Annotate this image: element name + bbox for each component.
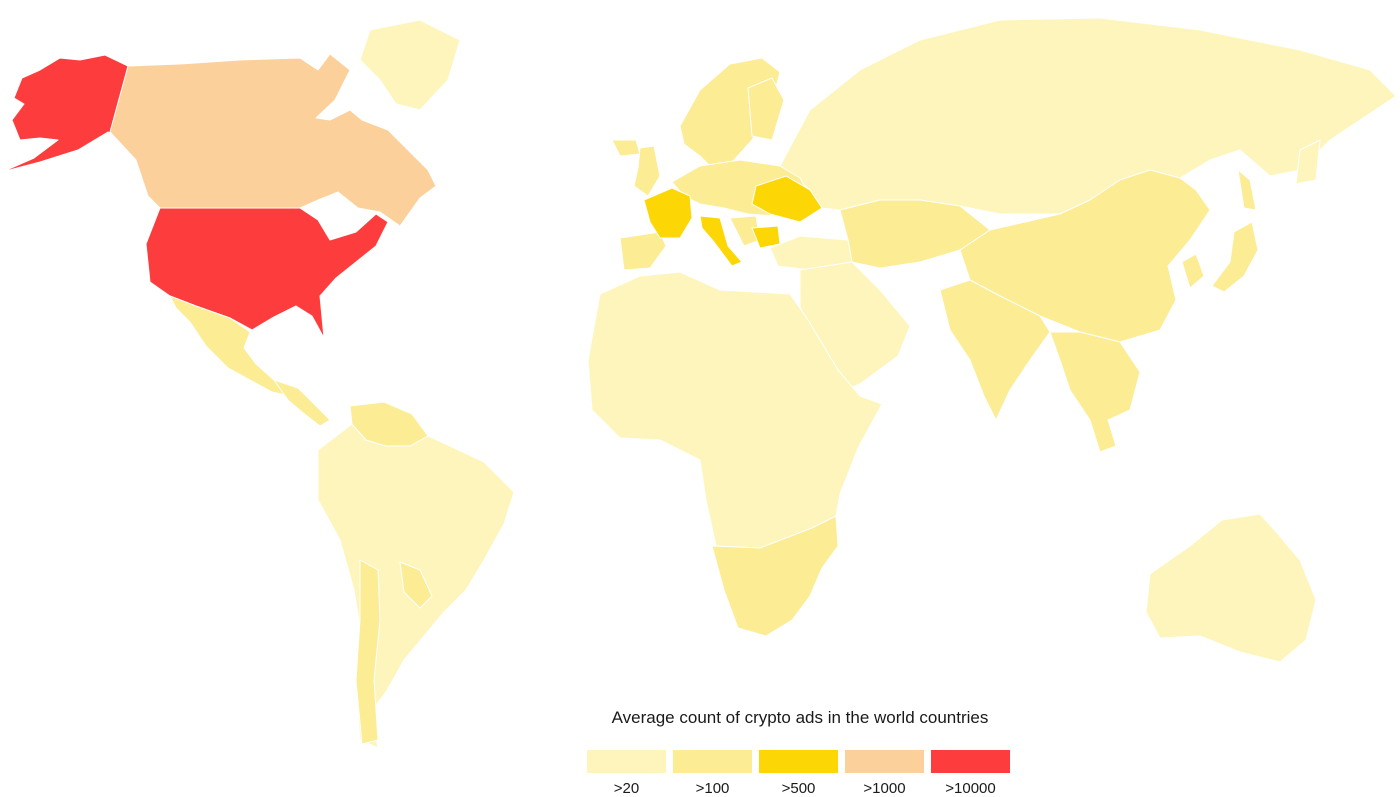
region-india — [939, 279, 1051, 421]
legend-item: >1000 — [845, 750, 924, 797]
region-korea — [1181, 253, 1205, 289]
legend-label: >10000 — [945, 780, 996, 797]
legend-swatch — [673, 750, 752, 773]
region-italy — [699, 215, 743, 267]
legend-label: >1000 — [863, 780, 906, 797]
region-venezuela — [349, 401, 429, 447]
region-central-america — [273, 379, 331, 427]
legend: >20 >100 >500 >1000 >10000 — [587, 750, 1017, 797]
region-bulgaria — [751, 225, 781, 249]
region-japan — [1211, 221, 1259, 293]
region-ukraine — [751, 175, 823, 223]
legend-label: >20 — [613, 780, 640, 797]
region-finland — [747, 77, 785, 141]
legend-item: >100 — [673, 750, 752, 797]
region-alaska — [1, 54, 133, 173]
region-sakhalin — [1237, 169, 1257, 211]
region-iceland — [611, 139, 641, 157]
region-australia — [1145, 513, 1317, 663]
region-kamchatka — [1295, 139, 1321, 185]
region-france — [643, 187, 693, 239]
legend-swatch — [931, 750, 1010, 773]
legend-item: >500 — [759, 750, 838, 797]
legend-swatch — [759, 750, 838, 773]
region-russia — [779, 17, 1397, 215]
region-southern-africa — [711, 515, 839, 637]
legend-label: >100 — [695, 780, 730, 797]
region-united-kingdom — [633, 145, 661, 197]
legend-item: >20 — [587, 750, 666, 797]
region-greenland — [359, 19, 461, 111]
region-southeast-asia — [1049, 331, 1141, 453]
legend-swatch — [587, 750, 666, 773]
region-argentina-east — [399, 561, 433, 609]
legend-label: >500 — [781, 780, 816, 797]
region-chile — [355, 559, 381, 745]
region-africa — [587, 271, 883, 549]
legend-item: >10000 — [931, 750, 1010, 797]
legend-title: Average count of crypto ads in the world… — [611, 708, 989, 727]
legend-swatch — [845, 750, 924, 773]
region-united-states — [145, 207, 389, 339]
region-spain — [619, 231, 667, 271]
